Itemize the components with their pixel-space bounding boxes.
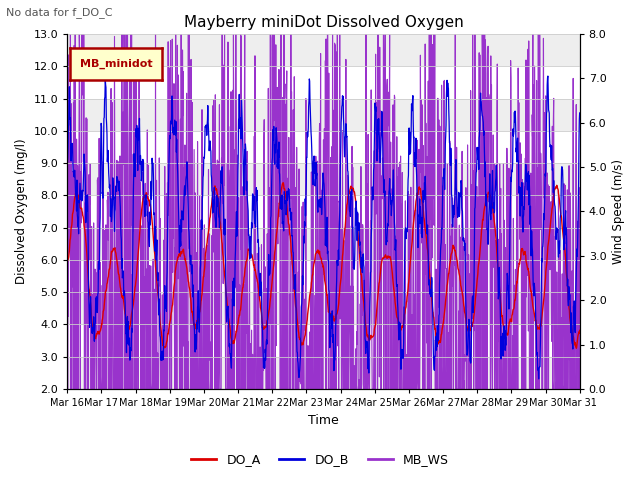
X-axis label: Time: Time bbox=[308, 414, 339, 427]
Bar bbox=[67, 357, 580, 389]
Bar bbox=[67, 163, 580, 195]
Text: No data for f_DO_C: No data for f_DO_C bbox=[6, 7, 113, 18]
Bar bbox=[67, 34, 580, 66]
Y-axis label: Wind Speed (m/s): Wind Speed (m/s) bbox=[612, 159, 625, 264]
Bar bbox=[67, 98, 580, 131]
Legend: DO_A, DO_B, MB_WS: DO_A, DO_B, MB_WS bbox=[186, 448, 454, 471]
Bar bbox=[67, 292, 580, 324]
Y-axis label: Dissolved Oxygen (mg/l): Dissolved Oxygen (mg/l) bbox=[15, 139, 28, 284]
Bar bbox=[67, 228, 580, 260]
Title: Mayberry miniDot Dissolved Oxygen: Mayberry miniDot Dissolved Oxygen bbox=[184, 15, 463, 30]
